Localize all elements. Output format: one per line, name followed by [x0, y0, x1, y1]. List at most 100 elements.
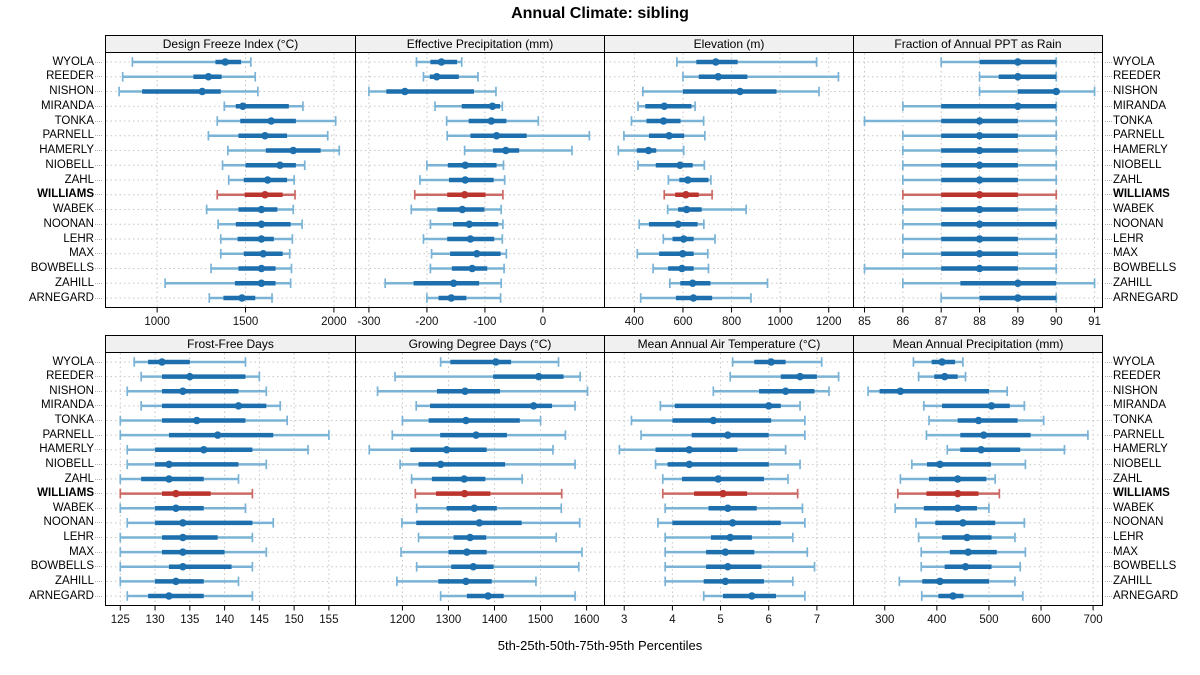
station-label-text: LEHR	[1113, 232, 1144, 245]
panel-plot-design-freeze-index: 1000 1500 2000	[105, 52, 356, 328]
station-label-text: ZAHL	[64, 173, 94, 186]
leader-dots	[95, 61, 102, 63]
panel-plot-fraction-ppt-rain: 85 86 87 88 89 90 91	[853, 52, 1103, 328]
station-label-lehr: LEHR	[2, 233, 103, 246]
leader-dots	[95, 135, 102, 137]
leader-dots	[1105, 223, 1112, 225]
svg-text:145: 145	[250, 614, 269, 626]
station-label-text: WILLIAMS	[1113, 487, 1170, 500]
svg-text:91: 91	[1088, 316, 1101, 328]
station-label-reeder: REEDER	[2, 370, 103, 383]
leader-dots	[1105, 361, 1112, 363]
leader-dots	[1105, 566, 1112, 568]
svg-text:86: 86	[896, 316, 909, 328]
leader-dots	[95, 405, 102, 407]
station-label-lehr: LEHR	[1104, 233, 1199, 246]
leader-dots	[95, 76, 102, 78]
station-label-text: PARNELL	[1113, 129, 1165, 142]
svg-text:1200: 1200	[816, 316, 842, 328]
station-label-text: WYOLA	[52, 55, 94, 68]
station-label-text: NOONAN	[43, 516, 94, 529]
svg-text:88: 88	[973, 316, 986, 328]
station-label-text: HAMERLY	[39, 144, 94, 156]
leader-dots	[1105, 580, 1112, 582]
station-label-text: NISHON	[1113, 85, 1158, 97]
station-label-tonka: TONKA	[2, 414, 103, 427]
leader-dots	[95, 209, 102, 210]
svg-text:90: 90	[1050, 316, 1063, 328]
svg-text:600: 600	[1031, 614, 1050, 626]
leader-dots	[95, 238, 102, 240]
leader-dots	[95, 449, 102, 451]
station-label-noonan: NOONAN	[2, 516, 103, 529]
svg-text:2000: 2000	[321, 316, 347, 328]
leader-dots	[95, 537, 102, 538]
svg-text:500: 500	[979, 614, 998, 626]
station-label-text: HAMERLY	[39, 443, 94, 456]
leader-dots	[95, 194, 102, 196]
station-label-text: WYOLA	[52, 355, 94, 368]
station-label-text: PARNELL	[42, 129, 94, 142]
percentiles-caption: 5th-25th-50th-75th-95th Percentiles	[497, 638, 703, 653]
station-label-text: WABEK	[1113, 501, 1155, 514]
station-label-nishon: NISHON	[1104, 385, 1199, 398]
station-label-wyola: WYOLA	[1104, 56, 1199, 69]
station-label-text: WABEK	[52, 203, 94, 215]
station-label-reeder: REEDER	[1104, 370, 1199, 383]
svg-text:800: 800	[722, 316, 741, 328]
station-label-text: ZAHL	[64, 472, 94, 485]
leader-dots	[95, 420, 102, 421]
station-label-text: MIRANDA	[40, 399, 94, 412]
svg-text:4: 4	[669, 614, 676, 626]
station-label-bowbells: BOWBELLS	[1104, 560, 1199, 573]
station-label-zahl: ZAHL	[1104, 174, 1199, 187]
leader-dots	[1105, 179, 1112, 181]
leader-dots	[1105, 463, 1112, 465]
station-label-reeder: REEDER	[1104, 70, 1199, 83]
panel-header-design-freeze-index: Design Freeze Index (°C)	[105, 35, 356, 53]
panel-plot-mean-annual-precipitation: 300 400 500 600 700	[853, 352, 1103, 626]
leader-dots	[1105, 405, 1112, 407]
station-label-williams: WILLIAMS	[1104, 487, 1199, 500]
station-label-zahill: ZAHILL	[2, 277, 103, 290]
svg-text:125: 125	[111, 614, 130, 626]
station-label-text: ZAHL	[1113, 472, 1143, 485]
leader-dots	[1105, 135, 1112, 137]
leader-dots	[95, 595, 102, 597]
station-label-tonka: TONKA	[2, 115, 103, 128]
station-label-text: NISHON	[49, 384, 94, 397]
station-label-text: WYOLA	[1113, 355, 1155, 368]
leader-dots	[95, 390, 102, 392]
station-label-miranda: MIRANDA	[2, 399, 103, 412]
station-label-text: ZAHILL	[1113, 276, 1152, 289]
leader-dots	[1105, 537, 1112, 538]
svg-text:400: 400	[927, 614, 946, 626]
station-label-parnell: PARNELL	[2, 429, 103, 442]
station-label-bowbells: BOWBELLS	[2, 262, 103, 275]
leader-dots	[1105, 91, 1112, 92]
svg-text:1400: 1400	[482, 614, 508, 626]
svg-text:-300: -300	[357, 316, 380, 328]
station-label-niobell: NIOBELL	[1104, 159, 1199, 172]
station-label-text: LEHR	[63, 232, 94, 245]
leader-dots	[1105, 209, 1112, 210]
station-label-nishon: NISHON	[1104, 85, 1199, 98]
station-label-wyola: WYOLA	[2, 56, 103, 69]
station-label-hamerly: HAMERLY	[1104, 144, 1199, 157]
station-label-arnegard: ARNEGARD	[1104, 292, 1199, 305]
station-label-miranda: MIRANDA	[1104, 399, 1199, 412]
station-label-arnegard: ARNEGARD	[2, 590, 103, 603]
leader-dots	[1105, 238, 1112, 240]
station-label-text: WILLIAMS	[1113, 188, 1170, 201]
station-label-text: REEDER	[1113, 370, 1161, 383]
station-label-max: MAX	[1104, 546, 1199, 559]
leader-dots	[1105, 478, 1112, 480]
station-label-wyola: WYOLA	[2, 356, 103, 369]
station-label-wyola: WYOLA	[1104, 356, 1199, 369]
station-label-text: MAX	[69, 545, 94, 558]
station-label-text: MIRANDA	[1113, 399, 1167, 412]
station-label-text: NIOBELL	[45, 158, 94, 171]
station-label-text: MIRANDA	[40, 99, 94, 112]
station-label-lehr: LEHR	[2, 531, 103, 544]
leader-dots	[95, 164, 102, 166]
